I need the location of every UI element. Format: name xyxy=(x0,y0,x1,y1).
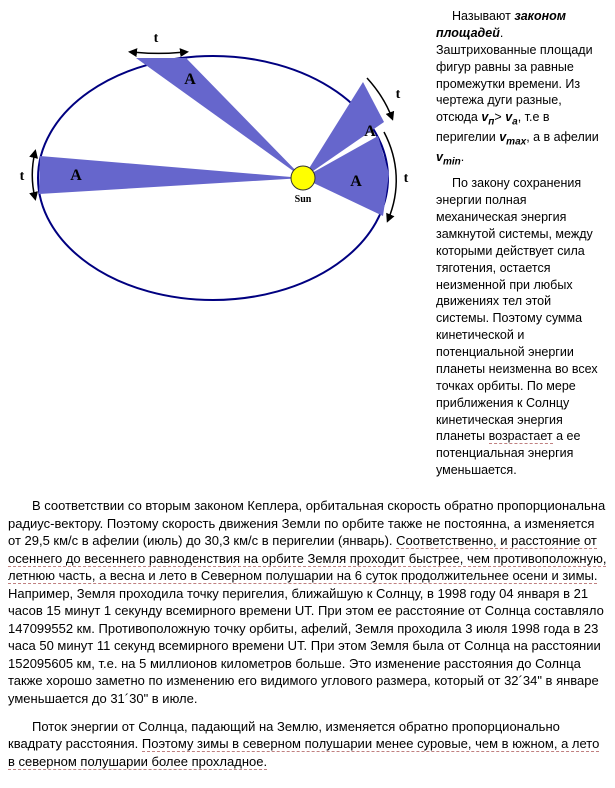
svg-text:A: A xyxy=(350,173,362,190)
svg-text:t: t xyxy=(396,87,401,102)
svg-text:t: t xyxy=(404,171,409,186)
main-paragraph-1: В соответствии со вторым законом Кеплера… xyxy=(8,497,607,708)
svg-text:A: A xyxy=(184,71,196,88)
main-text: В соответствии со вторым законом Кеплера… xyxy=(8,497,607,770)
side-text: Называют законом площадей. Заштрихованны… xyxy=(428,8,607,485)
main-paragraph-2: Поток энергии от Солнца, падающий на Зем… xyxy=(8,718,607,771)
svg-text:t: t xyxy=(154,31,159,46)
svg-text:A: A xyxy=(364,123,376,140)
side-paragraph-1: Называют законом площадей. Заштрихованны… xyxy=(436,8,607,169)
side-paragraph-2: По закону сохранения энергии полная меха… xyxy=(436,175,607,479)
svg-text:t: t xyxy=(20,169,25,184)
svg-text:Sun: Sun xyxy=(295,194,312,205)
svg-text:A: A xyxy=(70,167,82,184)
kepler-diagram: At At At At Sun xyxy=(8,8,428,485)
